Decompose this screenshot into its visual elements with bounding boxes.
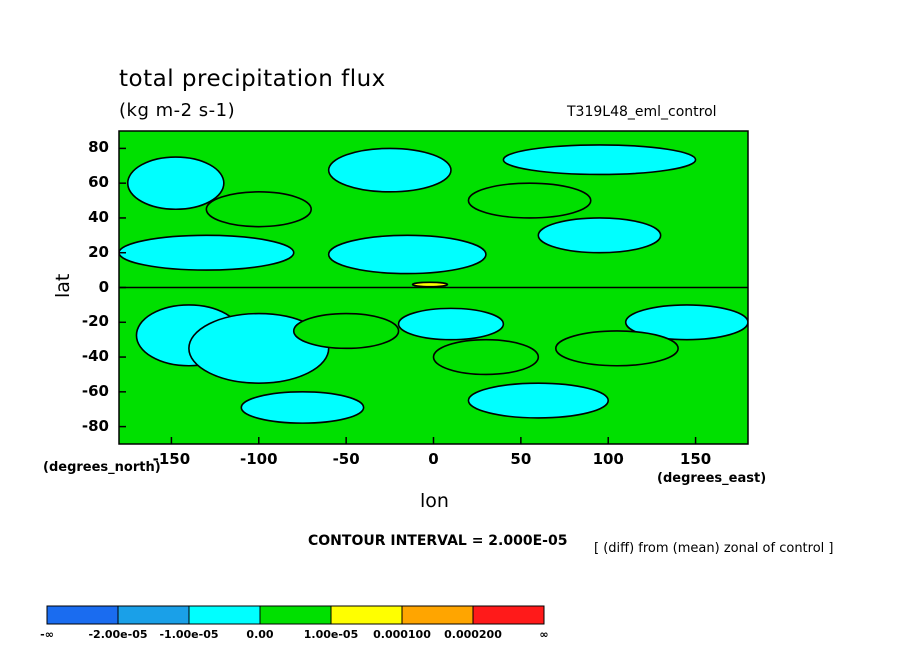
colorbar-label: 1.00e-05 [303, 628, 359, 641]
colorbar-label: -∞ [40, 628, 54, 641]
y-axis-title: lat [52, 273, 74, 298]
y-tick-label: 40 [88, 207, 109, 226]
y-tick-label: 0 [98, 277, 109, 296]
x-tick-label: 150 [679, 450, 712, 468]
contour-region-negative [502, 144, 697, 176]
y-tick-label: -20 [81, 312, 109, 331]
y-tick-label: 20 [88, 242, 109, 261]
colorbar [46, 605, 545, 625]
y-axis-ticks [119, 147, 126, 428]
x-tick-label: -100 [239, 450, 278, 468]
contour-region-positive [292, 312, 400, 350]
dataset-label: T319L48_eml_control [567, 104, 717, 120]
x-tick-label: 50 [510, 450, 532, 468]
colorbar-label: ∞ [539, 628, 549, 641]
colorbar-label: 0.000200 [444, 628, 502, 641]
x-tick-label: -150 [152, 450, 191, 468]
colorbar-swatch [117, 605, 190, 625]
x-unit-label: (degrees_east) [657, 471, 767, 486]
contour-region-strong-positive [411, 281, 449, 288]
x-axis-ticks [170, 437, 697, 444]
chart-title: total precipitation flux [119, 66, 386, 92]
y-tick-label: -80 [81, 416, 109, 435]
x-axis-title: lon [420, 490, 449, 512]
contour-region-negative [119, 234, 295, 271]
y-tick-label: 80 [88, 138, 109, 157]
colorbar-label: -2.00e-05 [88, 628, 148, 641]
contour-region-negative [397, 307, 505, 341]
contour-region-negative [327, 234, 487, 275]
contour-region-positive [205, 191, 312, 228]
y-tick-label: 60 [88, 173, 109, 192]
colorbar-swatch [401, 605, 474, 625]
x-tick-label: 0 [428, 450, 439, 468]
contour-region-negative [467, 382, 610, 419]
contour-region-negative [327, 147, 452, 193]
y-unit-label: (degrees_north) [43, 460, 161, 475]
colorbar-swatch [259, 605, 332, 625]
chart-subtitle: (kg m-2 s-1) [119, 100, 236, 121]
contour-region-negative [126, 156, 225, 211]
contour-region-negative [240, 391, 365, 424]
contour-regions [119, 144, 748, 424]
contour-interval: CONTOUR INTERVAL = 2.000E-05 [308, 533, 568, 549]
contour-region-positive [432, 338, 540, 376]
contour-region-positive [467, 182, 592, 219]
colorbar-swatch [188, 605, 261, 625]
colorbar-label: -1.00e-05 [159, 628, 219, 641]
colorbar-label: 0.00 [246, 628, 274, 641]
colorbar-swatch [330, 605, 403, 625]
colorbar-swatch [46, 605, 119, 625]
colorbar-swatch [472, 605, 545, 625]
contour-region-negative [624, 304, 748, 341]
contour-region-negative [537, 217, 662, 254]
y-tick-label: -40 [81, 347, 109, 366]
colorbar-label: 0.000100 [373, 628, 431, 641]
contour-region-positive [555, 330, 679, 367]
x-tick-label: -50 [332, 450, 360, 468]
x-tick-label: 100 [592, 450, 624, 468]
y-tick-label: -60 [81, 381, 109, 400]
diff-note: [ (diff) from (mean) zonal of control ] [594, 541, 834, 556]
